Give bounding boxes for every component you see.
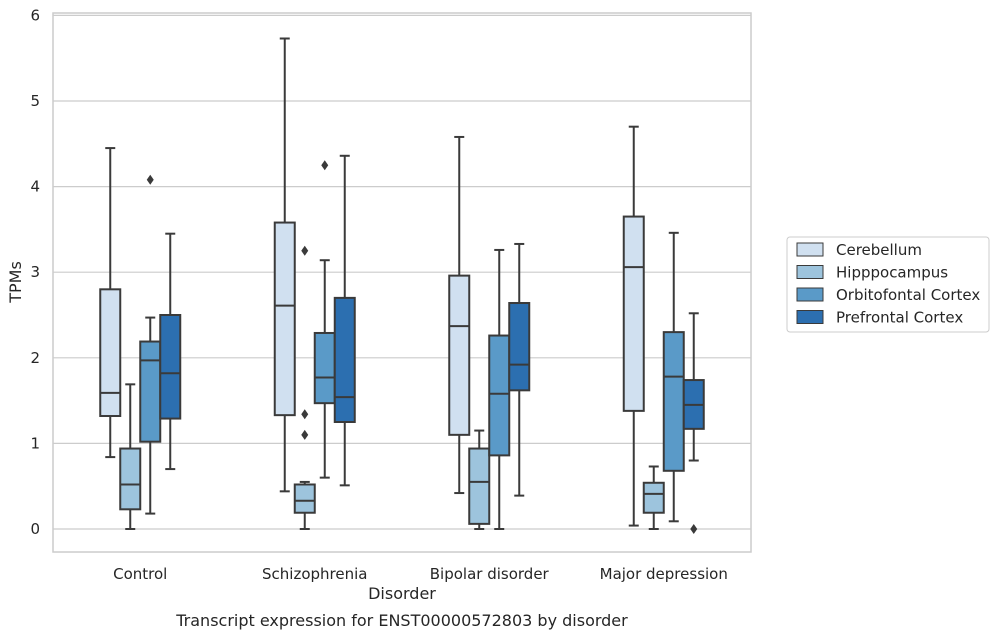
box-1-2 [468,429,491,530]
legend-label: Prefrontal Cortex [836,309,963,327]
box-iqr [642,481,665,514]
y-tick-label: 2 [30,349,40,367]
box-1-3 [642,465,665,530]
box-iqr [622,215,645,412]
y-tick-labels: 0 1 2 3 4 5 6 [30,6,40,538]
x-tick-label: Schizophrenia [262,565,367,583]
outlier-point [690,524,698,534]
box-1-0 [119,383,142,530]
box-3-2 [508,242,531,497]
x-axis-title: Disorder [368,584,436,603]
legend-frame [786,236,990,333]
chart-caption: Transcript expression for ENST0000057280… [175,611,628,630]
outlier-point [301,245,309,256]
x-tick-label: Major depression [600,565,728,583]
legend: Cerebellum Hipppocampus Orbitofontal Corte… [786,236,990,333]
y-tick-label: 3 [30,263,40,281]
box-iqr [508,302,531,392]
outlier-point [321,160,329,171]
box-2-1 [313,160,336,479]
x-tick-label: Control [113,565,167,583]
box-iqr [313,331,336,405]
box-iqr [273,221,296,417]
box-iqr [119,447,142,511]
outlier-point [301,409,309,420]
box-iqr [293,483,316,514]
legend-swatch [796,242,824,257]
x-tick-label: Bipolar disorder [430,565,550,583]
legend-label: Cerebellum [836,241,922,259]
x-tick-labels: Control Schizophrenia Bipolar disorder Majo… [113,565,728,583]
box-groups [99,37,705,534]
legend-swatch [796,287,824,302]
y-tick-label: 5 [30,92,40,110]
box-2-2 [488,248,511,530]
box-0-1 [273,37,296,493]
box-iqr [159,314,182,420]
box-iqr [662,331,685,472]
legend-label: Hipppocampus [836,264,948,282]
legend-label: Orbitofontal Cortex [836,286,980,304]
y-axis-title: TPMs [6,261,25,304]
box-iqr [333,296,356,424]
legend-swatch [796,265,824,279]
legend-swatch [796,310,824,324]
box-0-0 [99,147,122,459]
box-iqr [139,340,162,443]
box-1-1 [293,245,316,530]
y-tick-label: 4 [30,178,40,196]
box-3-3 [682,312,705,534]
plot-area [52,12,752,553]
y-tick-label: 6 [30,6,40,24]
outlier-point [146,174,154,185]
box-2-0 [139,174,162,515]
box-iqr [448,274,471,436]
box-iqr [99,288,122,418]
box-0-3 [622,125,645,527]
box-3-0 [159,232,182,471]
outlier-point [301,429,309,440]
y-tick-label: 1 [30,434,40,452]
box-iqr [488,334,511,457]
y-tick-label: 0 [30,520,40,538]
box-iqr [468,447,491,525]
box-3-1 [333,154,356,487]
box-2-3 [662,231,685,523]
box-0-2 [448,135,471,495]
